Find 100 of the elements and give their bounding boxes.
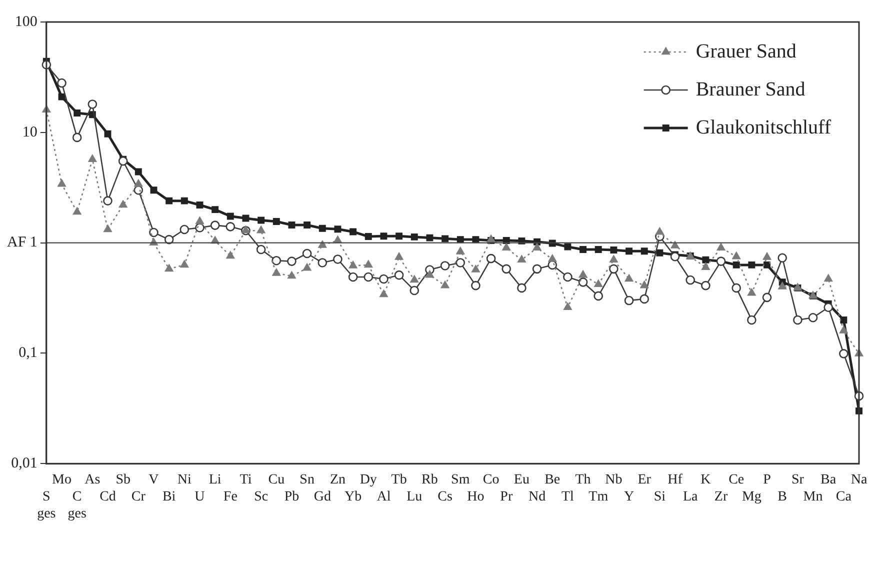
x-tick-label: P — [763, 472, 772, 488]
point — [426, 234, 434, 242]
point — [472, 265, 480, 272]
point — [640, 248, 648, 255]
point — [532, 243, 542, 250]
x-tick-label: La — [682, 489, 699, 504]
point — [656, 249, 664, 256]
point — [88, 100, 98, 109]
x-tick-label: Sc — [254, 489, 268, 504]
point — [670, 252, 680, 262]
legend-label: Grauer Sand — [696, 40, 796, 62]
x-tick-label: V — [148, 472, 159, 488]
point — [686, 275, 695, 285]
x-tick-label: C ges — [68, 489, 86, 522]
point — [732, 252, 740, 260]
point — [304, 222, 311, 228]
point — [778, 282, 786, 290]
x-tick-label: B — [778, 489, 788, 504]
x-tick-label: Ca — [836, 489, 852, 504]
point — [640, 294, 650, 304]
point — [272, 218, 280, 225]
point — [610, 255, 618, 263]
x-tick-label: Li — [208, 472, 222, 488]
x-tick-label: Y — [624, 489, 634, 504]
point — [364, 272, 374, 282]
x-tick-label: Zn — [330, 472, 346, 488]
x-tick-label: Tl — [561, 489, 574, 504]
point — [502, 243, 510, 250]
point — [272, 256, 282, 266]
x-tick-label: Hf — [668, 472, 683, 488]
point — [348, 272, 358, 282]
x-tick-label: Pb — [284, 489, 300, 504]
point — [472, 236, 480, 244]
point — [380, 232, 388, 240]
point — [840, 326, 848, 334]
point — [380, 290, 388, 298]
point — [74, 109, 81, 116]
point — [732, 261, 740, 268]
point — [440, 261, 450, 270]
point — [256, 244, 266, 254]
point — [103, 196, 112, 206]
point — [502, 264, 512, 274]
point — [302, 248, 312, 258]
point — [288, 222, 296, 228]
point — [640, 280, 648, 288]
point — [318, 224, 326, 232]
point — [578, 278, 588, 287]
point — [256, 226, 266, 234]
point — [748, 261, 756, 268]
x-tick-label: K — [700, 472, 711, 488]
y-tick-label: 0,01 — [11, 456, 38, 472]
point — [456, 236, 464, 244]
point — [196, 202, 204, 208]
x-tick-label: Mo — [52, 472, 72, 488]
x-tick-label: U — [194, 489, 205, 504]
point — [394, 270, 404, 280]
point — [287, 256, 296, 266]
point — [548, 254, 556, 262]
legend-label: Glaukonitschluff — [696, 116, 832, 138]
y-tick-label: 0,1 — [18, 345, 38, 362]
x-tick-label: Ho — [467, 489, 484, 504]
point — [748, 288, 756, 296]
point — [150, 186, 158, 194]
point — [517, 283, 526, 293]
point — [164, 264, 174, 272]
point — [840, 316, 848, 324]
point — [762, 292, 772, 302]
x-tick-label: Zr — [714, 489, 728, 504]
point — [456, 247, 464, 254]
x-tick-label: Pr — [500, 489, 513, 504]
point — [580, 246, 587, 253]
point — [471, 280, 480, 290]
point — [624, 296, 634, 306]
x-tick-label: S ges — [37, 489, 56, 522]
point — [302, 263, 312, 271]
point — [394, 252, 404, 260]
point — [762, 252, 772, 260]
point — [364, 260, 373, 268]
point — [656, 227, 664, 235]
x-tick-label: Mg — [742, 489, 762, 504]
x-tick-label: Cs — [438, 489, 452, 504]
x-tick-label: Nb — [605, 472, 622, 488]
x-tick-label: Dy — [360, 472, 377, 488]
x-tick-label: Tm — [588, 489, 608, 504]
point — [318, 258, 328, 268]
x-tick-label: Ce — [728, 472, 744, 488]
x-tick-label: Be — [544, 472, 560, 488]
point — [609, 264, 618, 274]
point — [379, 274, 388, 284]
point — [564, 302, 572, 310]
point — [149, 228, 158, 238]
x-tick-label: Yb — [344, 489, 362, 504]
x-tick-label: Gd — [314, 489, 331, 504]
x-tick-label: Eu — [514, 472, 530, 488]
point — [57, 78, 66, 88]
point — [58, 179, 66, 187]
x-tick-label: Er — [638, 472, 652, 488]
x-tick-label: Al — [376, 489, 391, 504]
point — [226, 222, 236, 232]
point — [118, 156, 128, 166]
